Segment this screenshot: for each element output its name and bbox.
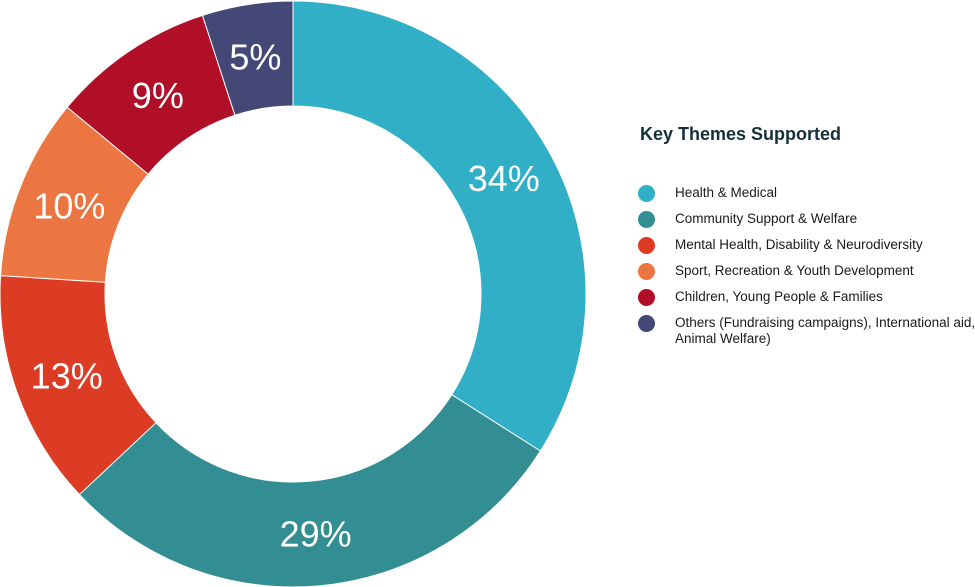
legend-label-0: Health & Medical [675,185,778,200]
legend-item-0: Health & Medical [638,185,975,202]
legend-swatch-2 [638,237,655,254]
legend-item-3: Sport, Recreation & Youth Development [638,263,975,280]
slice-label-3: 10% [33,185,105,226]
legend-label-4: Children, Young People & Families [675,289,883,304]
legend-swatch-1 [638,211,655,228]
slice-0 [292,0,587,452]
legend-label-5: Others (Fundraising campaigns), Internat… [675,315,975,346]
legend: Key Themes Supported Health & Medical Com… [638,124,975,357]
legend-swatch-5 [638,315,655,332]
slice-label-0: 34% [468,158,540,199]
legend-title: Key Themes Supported [640,124,842,144]
legend-label-1: Community Support & Welfare [675,211,858,226]
legend-swatch-4 [638,289,655,306]
legend-label-3: Sport, Recreation & Youth Development [675,263,914,278]
legend-item-1: Community Support & Welfare [638,211,975,228]
legend-swatch-3 [638,263,655,280]
slice-1 [78,394,542,587]
legend-item-2: Mental Health, Disability & Neurodiversi… [638,237,975,254]
slice-label-5: 5% [229,36,281,77]
legend-swatch-0 [638,185,655,202]
slice-label-2: 13% [31,355,103,396]
legend-label-2: Mental Health, Disability & Neurodiversi… [675,237,923,252]
legend-item-5: Others (Fundraising campaigns), Internat… [638,315,975,347]
slice-label-4: 9% [132,75,184,116]
slice-5 [201,0,294,116]
legend-item-4: Children, Young People & Families [638,289,975,306]
slice-label-1: 29% [280,513,352,554]
legend-items: Health & Medical Community Support & Welf… [638,185,975,347]
